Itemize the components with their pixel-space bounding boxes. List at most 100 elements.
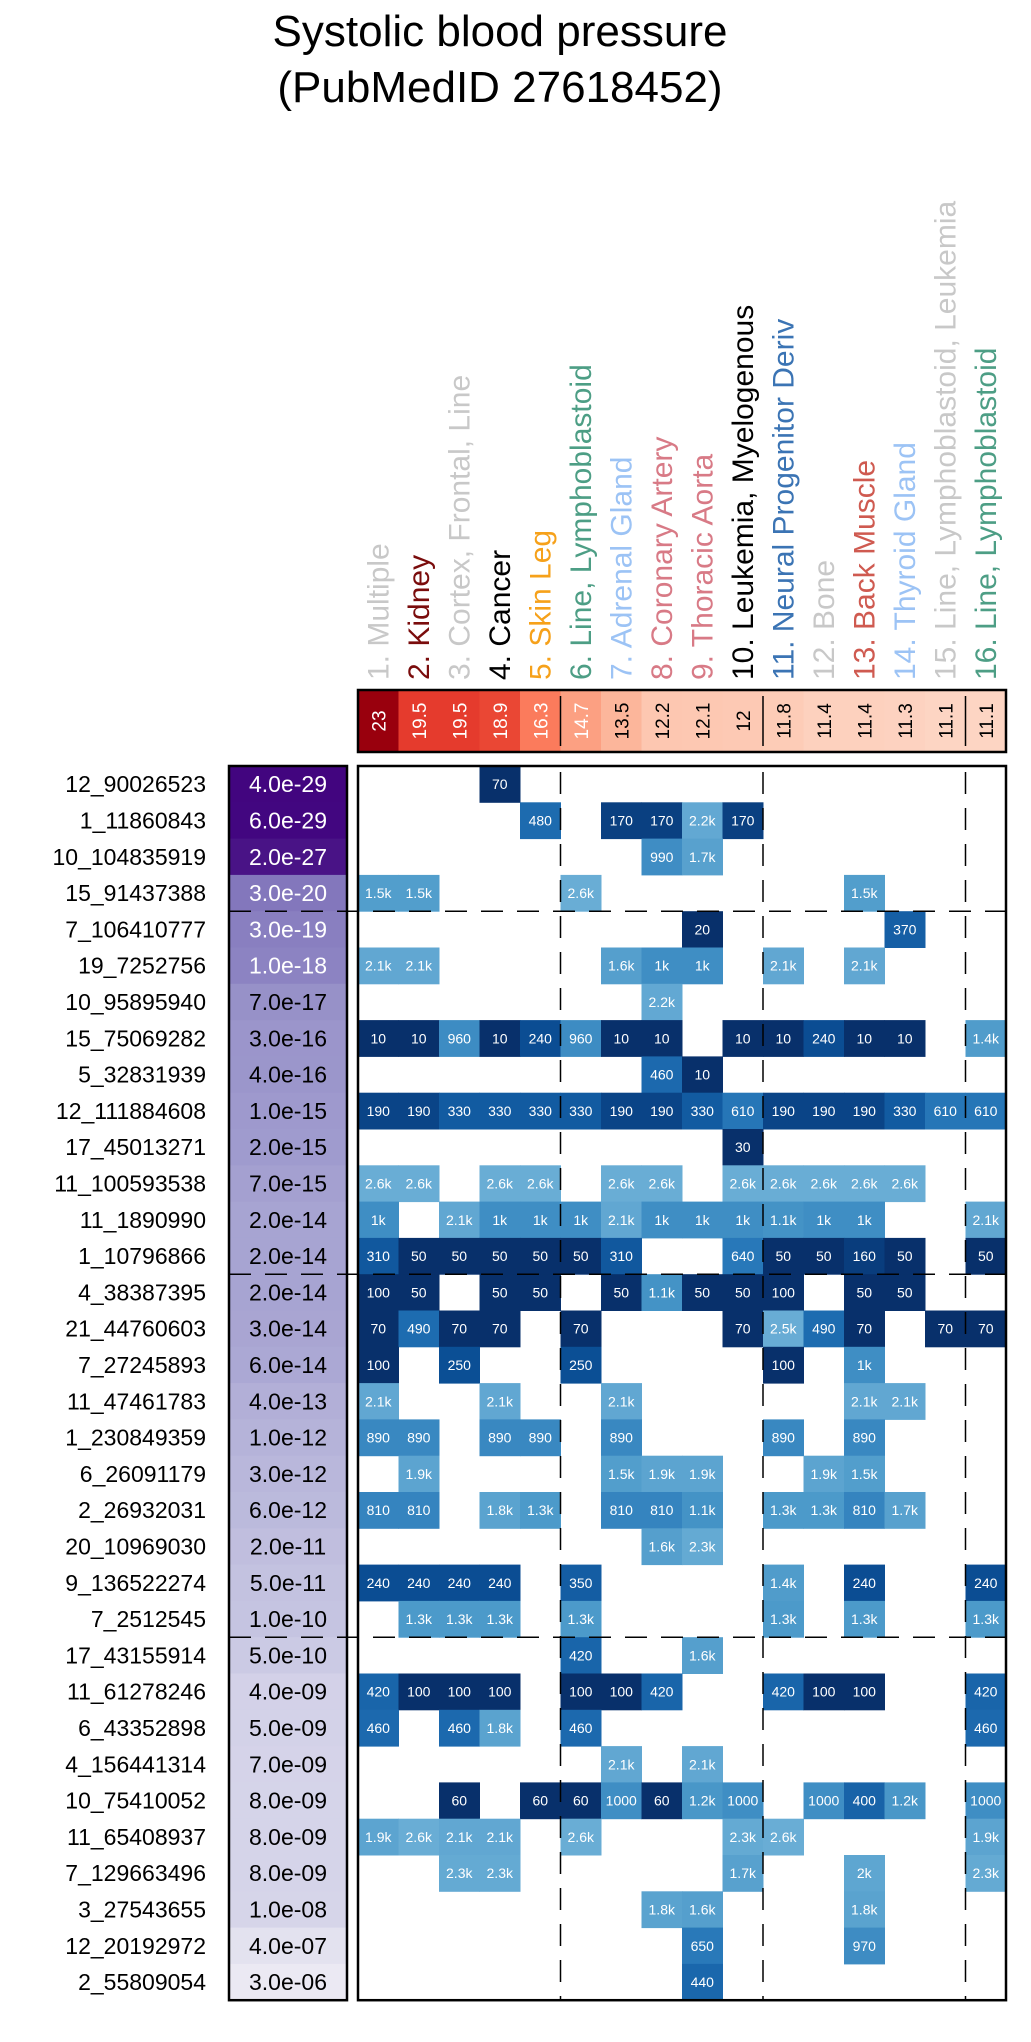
column-label: 1. Multiple (362, 543, 395, 680)
column-label: 12. Bone (808, 560, 841, 680)
snp-label: 7_2512545 (91, 1606, 206, 1632)
heatmap-cell-label: 460 (650, 1067, 674, 1083)
heatmap-cell (844, 1600, 885, 1638)
heatmap-cell (763, 1020, 804, 1057)
heatmap-cell (520, 1201, 561, 1239)
heatmap-cell-label: 250 (569, 1357, 593, 1373)
heatmap-cell-label: 1.3k (851, 1611, 878, 1627)
heatmap-cell-label: 970 (853, 1938, 877, 1954)
pvalue-cell (229, 1383, 347, 1420)
heatmap-cell-label: 2.6k (365, 1175, 392, 1191)
heatmap-cell-label: 1.6k (608, 958, 635, 974)
heatmap-cell-label: 2.2k (649, 994, 676, 1010)
heatmap-cell (803, 1455, 845, 1493)
heatmap-cell-label: 330 (488, 1103, 512, 1119)
heatmap-cell (641, 1201, 683, 1239)
heatmap-cell-label: 1k (857, 1212, 873, 1228)
pvalue-cell (229, 1056, 347, 1094)
heatmap-cell (682, 838, 723, 876)
heatmap-cell (763, 1673, 804, 1711)
heatmap-cell-label: 2.6k (770, 1175, 797, 1191)
enrichment-value: 11.8 (774, 703, 795, 739)
enrichment-value: 11.3 (896, 703, 917, 739)
snp-label: 3_27543655 (78, 1896, 206, 1922)
heatmap-cell (358, 947, 399, 985)
heatmap-cell (722, 1165, 764, 1203)
pvalue-cell (229, 1310, 347, 1348)
heatmap-cell (358, 1419, 399, 1457)
heatmap-cell-label: 490 (812, 1321, 836, 1337)
heatmap-cell (682, 802, 723, 840)
heatmap-cell (682, 1528, 723, 1566)
heatmap-cell (965, 1600, 1007, 1638)
heatmap-cell (844, 1201, 885, 1239)
heatmap-cell-label: 1.3k (973, 1611, 1000, 1627)
heatmap-cell-label: 420 (367, 1684, 391, 1700)
heatmap-cell-label: 1.4k (770, 1575, 797, 1591)
pvalue-cell (229, 1165, 347, 1203)
heatmap-cell-label: 1k (371, 1212, 387, 1228)
heatmap-cell (763, 1274, 804, 1311)
snp-label: 6_43352898 (78, 1715, 206, 1741)
heatmap-cell-label: 100 (772, 1284, 796, 1300)
heatmap-cell (641, 1020, 683, 1057)
heatmap-cell (722, 1818, 764, 1856)
heatmap-cell (844, 1237, 885, 1275)
heatmap-cell (560, 1564, 602, 1602)
heatmap-cell (439, 1092, 480, 1130)
heatmap-cell (803, 1782, 845, 1820)
heatmap-cell-label: 1.6k (649, 1538, 676, 1554)
snp-label: 12_111884608 (56, 1098, 206, 1124)
heatmap-cell (398, 1419, 440, 1457)
pvalue-cell (229, 983, 347, 1021)
heatmap-cell-label: 60 (573, 1793, 589, 1809)
heatmap-cell-label: 100 (488, 1684, 512, 1700)
heatmap-cell-label: 10 (735, 1030, 751, 1046)
heatmap-cell (601, 1492, 642, 1529)
heatmap-cell (358, 1092, 399, 1130)
pvalue-cell (229, 1092, 347, 1130)
heatmap-cell-label: 190 (853, 1103, 877, 1119)
heatmap-cell (682, 1274, 723, 1311)
heatmap-cell (965, 1782, 1007, 1820)
heatmap-cell (641, 947, 683, 985)
heatmap-cell-label: 1k (492, 1212, 508, 1228)
heatmap-cell-label: 2.6k (527, 1175, 554, 1191)
pvalue-cell (229, 802, 347, 840)
heatmap-cell (682, 1092, 723, 1130)
heatmap-cell-label: 2.3k (446, 1865, 473, 1881)
heatmap-cell-label: 50 (451, 1248, 467, 1264)
heatmap-cell (641, 1492, 683, 1529)
pvalue-label: 3.0e-14 (249, 1316, 327, 1342)
heatmap-cell (763, 1092, 804, 1130)
heatmap-cell-label: 10 (654, 1030, 670, 1046)
heatmap-cell-label: 2.6k (608, 1175, 635, 1191)
enrichment-value: 18.9 (491, 703, 512, 740)
heatmap-cell (398, 1492, 440, 1529)
heatmap-cell (682, 1455, 723, 1493)
heatmap-cell-label: 50 (694, 1284, 710, 1300)
heatmap-cell-label: 160 (853, 1248, 877, 1264)
heatmap-cell (601, 1201, 642, 1239)
heatmap-cell-label: 1k (735, 1212, 751, 1228)
heatmap-cell-label: 1.3k (770, 1502, 797, 1518)
heatmap-cell-label: 1.1k (649, 1284, 676, 1300)
heatmap-cell-label: 50 (411, 1284, 427, 1300)
column-label: 3. Cortex, Frontal, Line (443, 375, 476, 680)
heatmap-cell (925, 1310, 966, 1348)
heatmap-cell (601, 947, 642, 985)
heatmap-cell-label: 480 (529, 812, 553, 828)
heatmap-cell-label: 1.6k (689, 1901, 716, 1917)
heatmap-cell (398, 1600, 440, 1638)
heatmap-cell (884, 1092, 926, 1130)
heatmap-cell-label: 30 (735, 1139, 751, 1155)
heatmap-cell-label: 50 (492, 1284, 508, 1300)
heatmap-cell (358, 1383, 399, 1420)
heatmap-cell (844, 1927, 885, 1965)
enrichment-bar-border (356, 688, 1008, 754)
heatmap-cell (439, 1020, 480, 1057)
pvalue-cell (229, 1600, 347, 1638)
heatmap-cell-label: 1.3k (406, 1611, 433, 1627)
heatmap-cell-label: 1.3k (568, 1611, 595, 1627)
heatmap-cell-label: 100 (772, 1357, 796, 1373)
